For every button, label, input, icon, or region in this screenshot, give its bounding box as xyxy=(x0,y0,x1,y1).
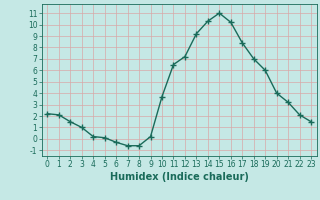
X-axis label: Humidex (Indice chaleur): Humidex (Indice chaleur) xyxy=(110,172,249,182)
